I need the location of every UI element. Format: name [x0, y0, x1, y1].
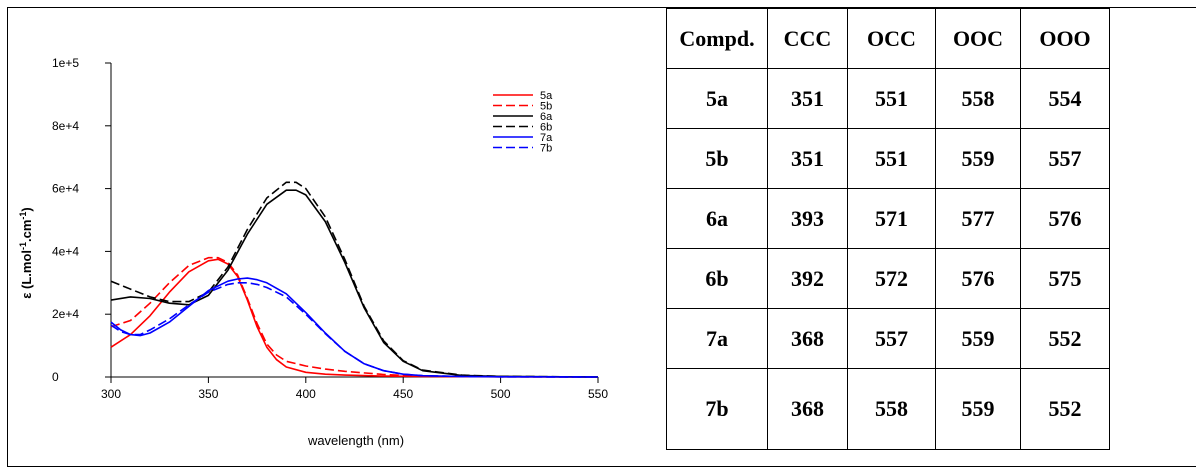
table-cell: 575 [1020, 248, 1110, 309]
table-cell: 7b [666, 368, 768, 450]
y-tick-label: 0 [52, 370, 59, 384]
table-cell: 5b [666, 128, 768, 189]
series-line-5b [110, 256, 599, 378]
legend-label-7b: 7b [540, 143, 552, 155]
table-cell: 552 [1020, 308, 1110, 369]
y-tick-label: 1e+5 [52, 56, 79, 70]
table-row: 6b 392 572 576 575 [666, 248, 1110, 309]
table-cell: 552 [1020, 368, 1110, 450]
table-header-row: Compd. CCC OCC OOC OOO [666, 8, 1110, 69]
table-cell: 558 [847, 368, 936, 450]
header-cell: Compd. [666, 8, 768, 69]
table-row: 6a 393 571 577 576 [666, 188, 1110, 249]
table-cell: 572 [847, 248, 936, 309]
table-cell: 558 [935, 68, 1021, 129]
y-tick-label: 6e+4 [52, 182, 79, 196]
table-row: 5b 351 551 559 557 [666, 128, 1110, 189]
table-cell: 554 [1020, 68, 1110, 129]
table-cell: 571 [847, 188, 936, 249]
table-cell: 577 [935, 188, 1021, 249]
legend-label-5b: 5b [540, 101, 552, 113]
series-line-5a [110, 258, 599, 378]
y-tick-label: 2e+4 [52, 307, 79, 321]
x-tick-label: 450 [393, 387, 413, 401]
table-cell: 559 [935, 128, 1021, 189]
spectrum-chart: 300 350 400 450 500 55002e+44e+46e+48e+41e+5 … [18, 56, 608, 448]
legend-label-7a: 7a [540, 132, 553, 144]
table-cell: 576 [935, 248, 1021, 309]
series-line-6b [110, 181, 599, 378]
table-cell: 351 [767, 68, 848, 129]
header-cell: CCC [767, 8, 848, 69]
table-row: 7b 368 558 559 552 [666, 368, 1110, 450]
series-lines [110, 181, 599, 378]
table-cell: 7a [666, 308, 768, 369]
table-cell: 392 [767, 248, 848, 309]
table-cell: 6a [666, 188, 768, 249]
legend-label-6a: 6a [540, 111, 553, 123]
x-tick-label: 300 [101, 387, 121, 401]
table-cell: 576 [1020, 188, 1110, 249]
y-tick-label: 8e+4 [52, 119, 79, 133]
table-row: 5a 351 551 558 554 [666, 68, 1110, 129]
series-line-7b [110, 281, 599, 378]
table-row: 7a 368 557 559 552 [666, 308, 1110, 369]
x-axis-title: wavelength (nm) [307, 433, 404, 448]
table-cell: 368 [767, 308, 848, 369]
x-tick-label: 350 [198, 387, 218, 401]
y-tick-label: 4e+4 [52, 244, 79, 258]
header-cell: OOC [935, 8, 1021, 69]
table-cell: 6b [666, 248, 768, 309]
legend-label-5a: 5a [540, 90, 553, 102]
figure-frame [7, 7, 1196, 467]
legend-label-6b: 6b [540, 122, 552, 134]
absorption-table: Compd. CCC OCC OOC OOO 5a 351 551 558 55… [666, 8, 1110, 450]
table-cell: 557 [847, 308, 936, 369]
table-cell: 393 [767, 188, 848, 249]
table-cell: 351 [767, 128, 848, 189]
y-axis-title: ε (L.mol-1.cm-1) [18, 207, 34, 299]
table-cell: 5a [666, 68, 768, 129]
x-tick-label: 500 [491, 387, 511, 401]
table-cell: 559 [935, 368, 1021, 450]
table-cell: 368 [767, 368, 848, 450]
table-cell: 557 [1020, 128, 1110, 189]
series-line-7a [110, 277, 599, 378]
table-cell: 551 [847, 128, 936, 189]
table-cell: 551 [847, 68, 936, 129]
axes: 300 350 400 450 500 550 0 2e+4 4e+4 6e+4 8e+4 1e+5 [52, 56, 608, 401]
x-tick-label: 400 [296, 387, 316, 401]
x-tick-label: 550 [588, 387, 608, 401]
header-cell: OCC [847, 8, 936, 69]
table-cell: 559 [935, 308, 1021, 369]
header-cell: OOO [1020, 8, 1110, 69]
